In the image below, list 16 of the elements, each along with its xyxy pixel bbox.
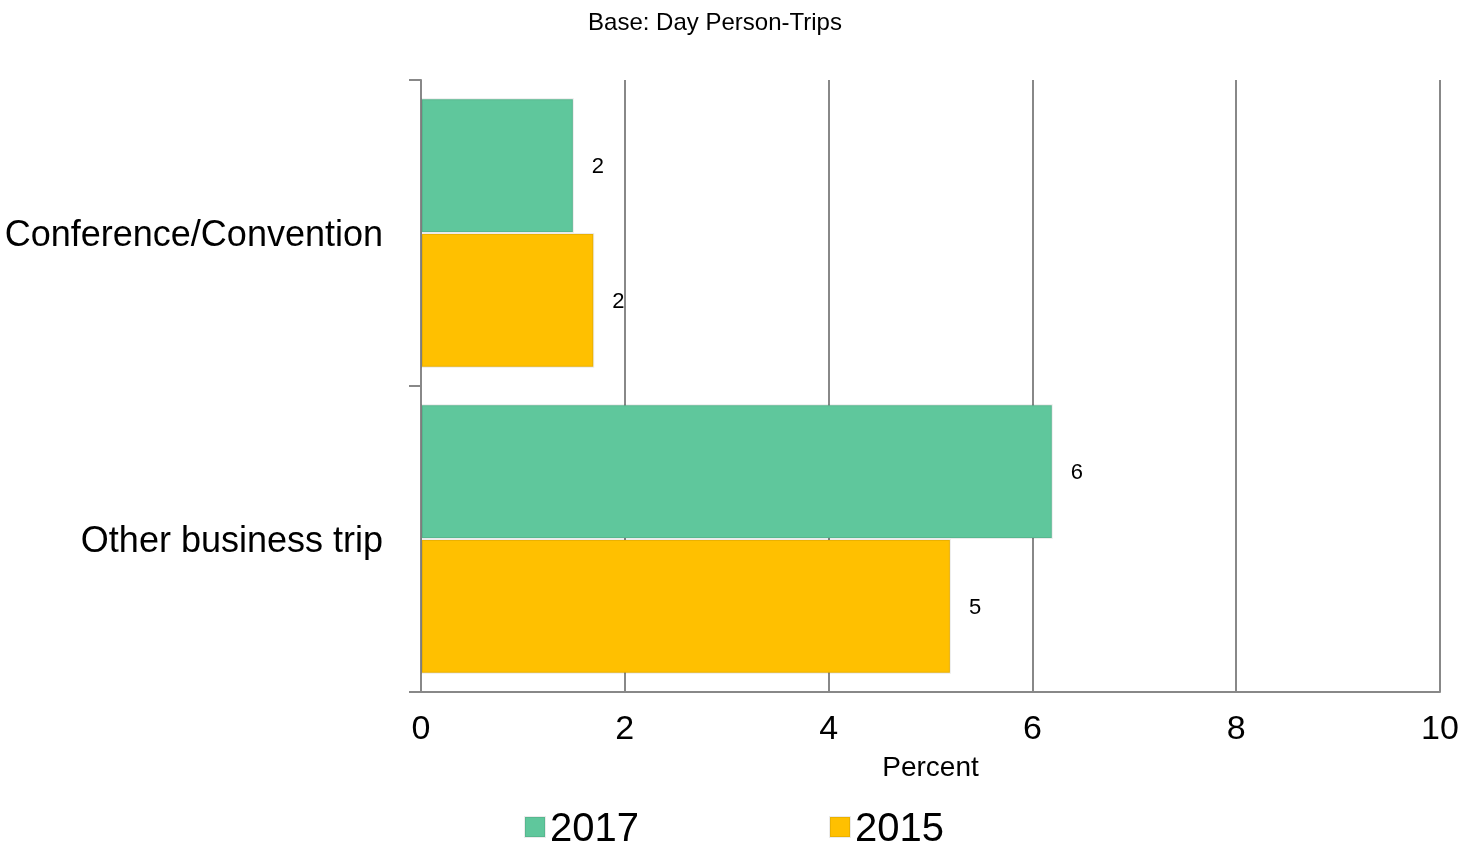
x-tick-label: 2 (615, 708, 635, 746)
legend-label: 2015 (855, 805, 944, 849)
x-tick-label: 10 (1421, 708, 1459, 746)
data-label: 5 (968, 593, 982, 619)
x-axis-title: Percent (882, 750, 979, 782)
x-tick-label: 6 (1022, 708, 1042, 746)
x-tick-label: 4 (819, 708, 839, 746)
chart-title: Base: Day Person-Trips (588, 7, 842, 35)
y-tick-label: Conference/Convention (4, 212, 383, 254)
data-label: 2 (591, 153, 605, 179)
data-label: 6 (1070, 459, 1084, 485)
data-label: 2 (612, 287, 625, 313)
y-tick-label: Other business trip (80, 518, 383, 560)
x-tick-label: 0 (411, 708, 431, 746)
legend-label: 2017 (550, 805, 639, 849)
x-tick-label: 8 (1226, 708, 1246, 746)
